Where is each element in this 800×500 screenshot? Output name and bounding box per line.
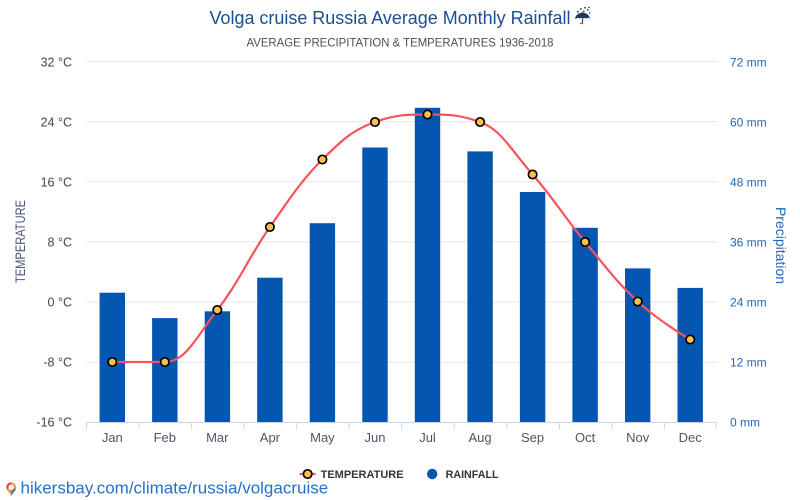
svg-text:TEMPERATURE: TEMPERATURE (321, 469, 404, 481)
svg-text:May: May (310, 430, 335, 445)
svg-text:72 mm: 72 mm (730, 56, 767, 70)
svg-text:Mar: Mar (206, 430, 229, 445)
svg-text:Oct: Oct (575, 430, 596, 445)
svg-text:0 mm: 0 mm (730, 416, 760, 430)
svg-text:Jan: Jan (102, 430, 123, 445)
svg-text:16 °C: 16 °C (41, 176, 72, 190)
svg-text:24 °C: 24 °C (41, 116, 72, 130)
svg-text:-8 °C: -8 °C (43, 356, 72, 370)
svg-text:Aug: Aug (469, 430, 492, 445)
svg-text:8 °C: 8 °C (48, 236, 72, 250)
svg-text:12 mm: 12 mm (730, 356, 767, 370)
svg-text:Sep: Sep (521, 430, 544, 445)
svg-text:32 °C: 32 °C (41, 56, 72, 70)
svg-text:0 °C: 0 °C (48, 296, 72, 310)
svg-text:hikersbay.com/climate/russia/v: hikersbay.com/climate/russia/volgacruise (21, 479, 329, 498)
svg-text:Apr: Apr (260, 430, 281, 445)
svg-text:Volga cruise Russia Average Mo: Volga cruise Russia Average Monthly Rain… (210, 8, 571, 28)
svg-text:Jul: Jul (419, 430, 436, 445)
svg-text:Jun: Jun (365, 430, 386, 445)
svg-text:60 mm: 60 mm (730, 116, 767, 130)
svg-text:36 mm: 36 mm (730, 236, 767, 250)
svg-text:Nov: Nov (626, 430, 650, 445)
svg-text:Precipitation: Precipitation (773, 207, 789, 284)
svg-text:48 mm: 48 mm (730, 176, 767, 190)
svg-text:Feb: Feb (154, 430, 176, 445)
svg-text:24 mm: 24 mm (730, 296, 767, 310)
svg-text:TEMPERATURE: TEMPERATURE (12, 200, 28, 283)
svg-text:RAINFALL: RAINFALL (446, 469, 499, 481)
svg-text:-16 °C: -16 °C (36, 416, 72, 430)
svg-text:AVERAGE PRECIPITATION & TEMPER: AVERAGE PRECIPITATION & TEMPERATURES 193… (247, 38, 554, 50)
svg-text:Dec: Dec (679, 430, 703, 445)
